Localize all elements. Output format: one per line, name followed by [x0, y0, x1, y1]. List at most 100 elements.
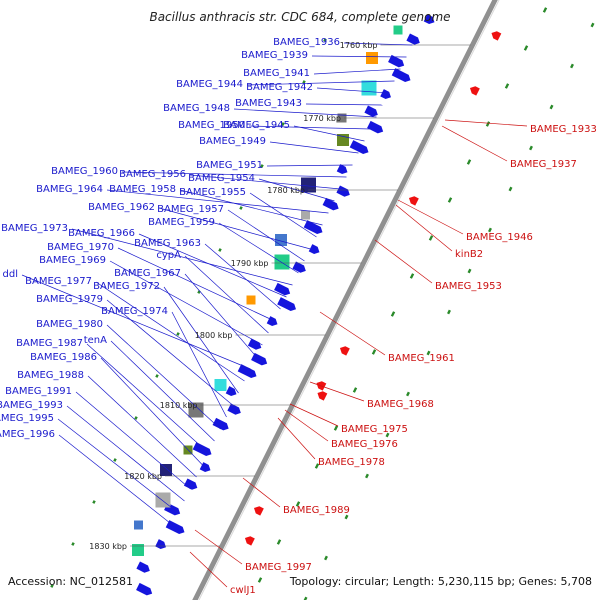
reverse-gene-label: BAMEG_1989: [283, 505, 350, 516]
track-dash: [390, 311, 396, 317]
forward-cds-arrow: [292, 261, 306, 273]
forward-gene-label: BAMEG_1959: [148, 217, 215, 228]
forward-cds-arrow: [364, 105, 378, 117]
forward-label-leader: [184, 255, 269, 334]
forward-gene-label: BAMEG_1991: [5, 386, 72, 397]
forward-gene-label: BAMEG_1939: [241, 50, 308, 61]
forward-label-leader: [248, 125, 371, 130]
forward-gene-label: BAMEG_1957: [157, 204, 224, 215]
forward-gene-label: BAMEG_1964: [36, 184, 103, 195]
feature-layer: [50, 0, 595, 600]
forward-cds-arrow: [136, 582, 153, 596]
forward-label-leader: [311, 55, 407, 58]
reverse-cds-arrow: [244, 536, 255, 546]
forward-gene-label: ddl: [3, 269, 18, 280]
reverse-cds-arrow: [339, 346, 350, 356]
forward-gene-label: BAMEG_1970: [47, 242, 114, 253]
reverse-gene-label: BAMEG_1968: [367, 399, 434, 410]
forward-label-leader: [100, 357, 203, 466]
reverse-gene-label: BAMEG_1933: [530, 124, 597, 135]
reverse-label-leader: [194, 529, 243, 565]
forward-gene-label: BAMEG_1942: [246, 82, 313, 93]
feature-block: [366, 52, 378, 64]
feature-block: [337, 113, 347, 123]
forward-label-leader: [258, 178, 335, 202]
forward-gene-label: BAMEG_1958: [109, 184, 176, 195]
track-dash: [426, 350, 431, 356]
forward-label-leader: [227, 209, 305, 262]
genome-backbone-highlight: [198, 0, 500, 600]
reverse-label-leader: [395, 204, 453, 252]
scale-tick-label: 1770 kbp: [303, 114, 341, 123]
forward-label-leader: [21, 274, 251, 370]
forward-cds-arrow: [155, 539, 166, 550]
reverse-gene-label: BAMEG_1953: [435, 281, 502, 292]
forward-cds-arrow: [423, 14, 435, 25]
track-dash: [71, 542, 75, 546]
label-leader-lines: [21, 42, 528, 588]
track-dash: [295, 501, 301, 507]
track-dash: [324, 555, 328, 561]
forward-label-leader: [66, 405, 185, 502]
reverse-gene-label: kinB2: [455, 249, 483, 260]
forward-gene-label: BAMEG_1966: [68, 228, 135, 239]
forward-gene-label: BAMEG_1986: [30, 352, 97, 363]
forward-gene-label: BAMEG_1951: [196, 160, 263, 171]
forward-cds-arrow: [251, 352, 268, 366]
forward-gene-label: BAMEG_1974: [101, 306, 168, 317]
forward-cds-arrow: [274, 282, 291, 296]
forward-label-leader: [204, 243, 281, 310]
forward-cds-arrow: [308, 244, 320, 255]
reverse-label-leader: [242, 477, 281, 508]
forward-gene-label: tenA: [84, 335, 107, 346]
reverse-label-leader: [444, 119, 528, 127]
forward-cds-arrow: [367, 120, 384, 134]
genome-summary-text: Topology: circular; Length: 5,230,115 bp…: [289, 575, 592, 588]
forward-gene-label: BAMEG_1954: [188, 173, 255, 184]
forward-label-leader: [117, 247, 275, 322]
scale-tick-label: 1800 kbp: [195, 331, 233, 340]
track-dash: [257, 577, 263, 583]
forward-gene-label: BAMEG_1944: [176, 79, 243, 90]
forward-label-leader: [266, 164, 353, 167]
reverse-label-leader: [441, 125, 508, 162]
forward-label-leader: [316, 87, 389, 94]
forward-label-leader: [343, 42, 413, 46]
forward-cds-arrow: [336, 164, 348, 175]
forward-gene-label: cypA: [156, 250, 181, 261]
reverse-label-leader: [289, 403, 339, 427]
forward-gene-label: BAMEG_1941: [243, 68, 310, 79]
reverse-gene-label: BAMEG_1997: [245, 562, 312, 573]
forward-gene-label: BAMEG_1995: [0, 413, 54, 424]
forward-cds-arrow: [388, 54, 405, 68]
track-dash: [529, 145, 533, 151]
forward-gene-label: BAMEG_1980: [36, 319, 103, 330]
forward-label-leader: [246, 80, 395, 86]
track-dash: [260, 164, 264, 168]
reverse-gene-label: BAMEG_1937: [510, 159, 577, 170]
forward-label-leader: [184, 273, 257, 358]
feature-block: [160, 464, 172, 476]
track-dash: [302, 80, 306, 84]
forward-label-leader: [106, 299, 233, 406]
reverse-gene-label: BAMEG_1946: [466, 232, 533, 243]
track-dash: [590, 22, 595, 28]
track-dash: [406, 391, 410, 397]
forward-gene-label: BAMEG_1955: [179, 187, 246, 198]
forward-gene-label: BAMEG_1967: [114, 268, 181, 279]
forward-cds-arrow: [380, 89, 391, 100]
forward-cds-arrow: [406, 33, 420, 45]
forward-cds-arrow: [212, 417, 229, 431]
track-dash: [281, 122, 285, 126]
reverse-gene-label: BAMEG_1978: [318, 457, 385, 468]
forward-gene-label: BAMEG_1950: [178, 120, 245, 131]
track-dash: [504, 83, 510, 89]
reverse-label-leader: [309, 381, 365, 402]
forward-label-leader: [158, 207, 311, 250]
track-dash: [155, 374, 159, 378]
feature-block: [214, 379, 227, 391]
forward-gene-label: BAMEG_1996: [0, 429, 55, 440]
track-dash: [466, 159, 472, 165]
forward-label-leader: [249, 192, 317, 238]
track-dash: [323, 38, 327, 42]
